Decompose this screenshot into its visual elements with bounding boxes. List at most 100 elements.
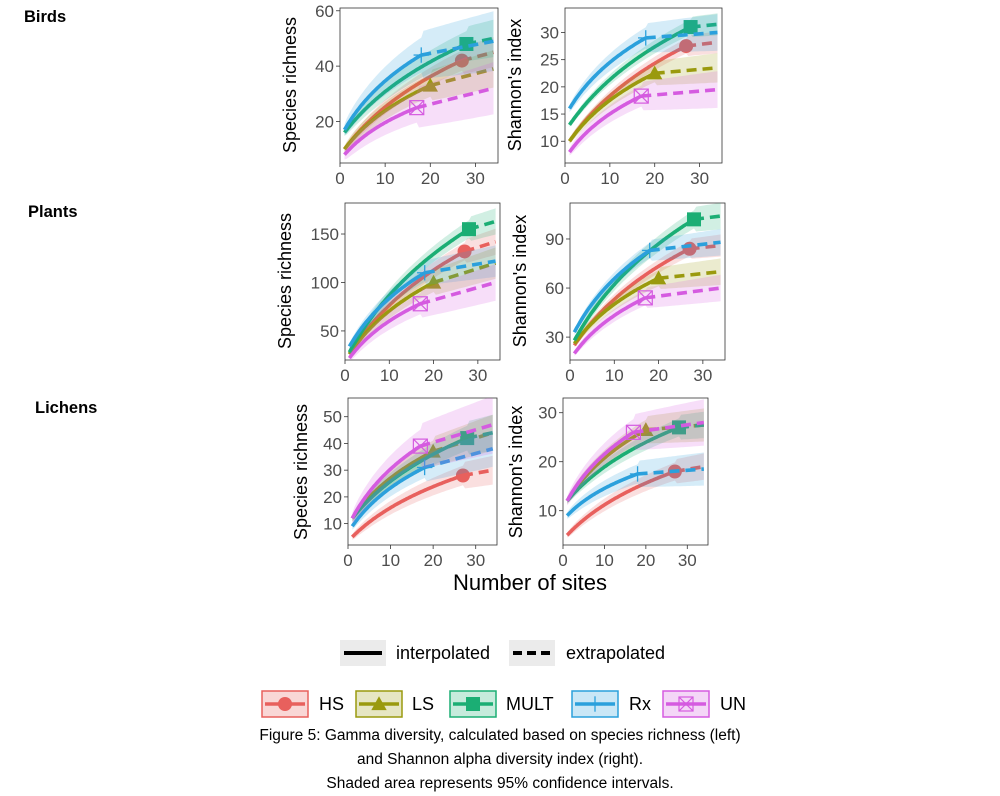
observed-point-rx [416, 459, 433, 476]
plot-area [342, 11, 494, 160]
extrapolated-line [419, 280, 497, 306]
extrapolated-line [658, 269, 721, 281]
observed-point-un [625, 424, 642, 440]
ci-band [349, 245, 496, 350]
x-tick-label: 30 [466, 169, 485, 188]
x-tick-label: 10 [381, 551, 400, 570]
y-tick-label: 20 [540, 78, 559, 97]
row-label-plants: Plants [28, 203, 78, 221]
x-tick-label: 20 [649, 366, 668, 385]
observed-point-hs [679, 39, 694, 54]
series-rx [567, 14, 718, 113]
series-rx [565, 452, 704, 519]
interpolated-line [572, 276, 660, 345]
ci-band [574, 203, 721, 343]
extrapolated-line [424, 259, 496, 275]
observed-point-un [633, 88, 649, 104]
y-tick-label: 30 [323, 461, 342, 480]
y-tick-label: 40 [323, 434, 342, 453]
x-tick-label: 0 [558, 551, 567, 570]
caption-line-1: Figure 5: Gamma diversity, calculated ba… [259, 727, 741, 744]
legend-marker-ls [371, 696, 387, 711]
y-tick-label: 10 [323, 515, 342, 534]
x-tick-label: 30 [468, 366, 487, 385]
interpolated-line [565, 469, 676, 537]
x-tick-label: 0 [335, 169, 344, 188]
interpolated-line [572, 217, 695, 342]
interpolated-line [572, 248, 651, 334]
interpolated-line [567, 36, 647, 110]
linetype-legend-dashed: extrapolated [509, 640, 665, 666]
observed-point-rx [413, 47, 429, 63]
x-tick-label: 30 [693, 366, 712, 385]
series-ls [572, 258, 721, 347]
extrapolated-line [641, 87, 718, 98]
observed-point-un [409, 100, 425, 116]
observed-point-mult [462, 222, 476, 237]
y-tick-label: 20 [315, 112, 334, 131]
y-tick-label: 40 [315, 57, 334, 76]
y-tick-label: 50 [323, 408, 342, 427]
x-tick-label: 20 [645, 169, 664, 188]
interpolated-line [568, 94, 642, 154]
y-axis-label: Shannon's index [506, 406, 526, 539]
caption-line-3: Shaded area represents 95% confidence in… [326, 775, 674, 792]
series-un [350, 398, 494, 524]
series-hs [565, 453, 705, 538]
ci-band [352, 430, 493, 530]
series-un [347, 264, 497, 360]
plot-area [347, 208, 497, 360]
ci-band [567, 411, 704, 504]
ci-band [349, 228, 496, 357]
observed-point-ls [425, 274, 442, 289]
series-ls [568, 53, 718, 144]
x-tick-label: 0 [343, 551, 352, 570]
plot-area [567, 13, 718, 156]
interpolated-line [350, 465, 426, 528]
ci-band [349, 208, 496, 355]
series-rx [342, 11, 494, 136]
legend-marker-rx [587, 696, 603, 712]
y-axis-label: Shannon's index [510, 215, 530, 348]
legend-label: interpolated [396, 643, 490, 663]
observed-point-un [412, 296, 428, 312]
ci-band [574, 258, 721, 347]
observed-point-rx [629, 466, 646, 482]
series-rx [347, 245, 496, 350]
figure-caption: Figure 5: Gamma diversity, calculated ba… [200, 724, 800, 796]
legend-label: UN [720, 694, 746, 714]
interpolated-line [565, 472, 639, 517]
series-hs [350, 455, 494, 540]
ci-band [352, 398, 493, 524]
group-legend-ls: LS [355, 690, 434, 718]
row-label-birds: Birds [24, 8, 66, 26]
ci-band [344, 37, 494, 152]
series-rx [572, 229, 721, 335]
y-tick-label: 10 [540, 132, 559, 151]
plot-area [565, 399, 705, 538]
y-axis-label: Species richness [291, 404, 311, 540]
caption-line-2: and Shannon alpha diversity index (right… [356, 751, 644, 768]
panel-plants-shannon: 0 10 20 30 30 60 90 Shannon's index [510, 202, 726, 385]
legend-label: extrapolated [566, 643, 665, 663]
observed-point-un [637, 290, 653, 306]
y-axis-label: Shannon's index [505, 19, 525, 152]
x-tick-label: 0 [565, 366, 574, 385]
interpolated-line [565, 430, 635, 502]
ci-band [569, 13, 718, 127]
legend-label: Rx [629, 694, 651, 714]
y-tick-label: 10 [538, 502, 557, 521]
series-ls [347, 247, 497, 358]
y-tick-label: 50 [320, 322, 339, 341]
x-tick-label: 10 [595, 551, 614, 570]
interpolated-line [572, 296, 647, 355]
ci-band [569, 53, 718, 144]
interpolated-line [347, 271, 426, 348]
extrapolated-line [424, 447, 494, 470]
ci-band [344, 50, 494, 153]
y-tick-label: 30 [540, 23, 559, 42]
extrapolated-line [654, 66, 718, 76]
observed-point-ls [422, 77, 438, 92]
